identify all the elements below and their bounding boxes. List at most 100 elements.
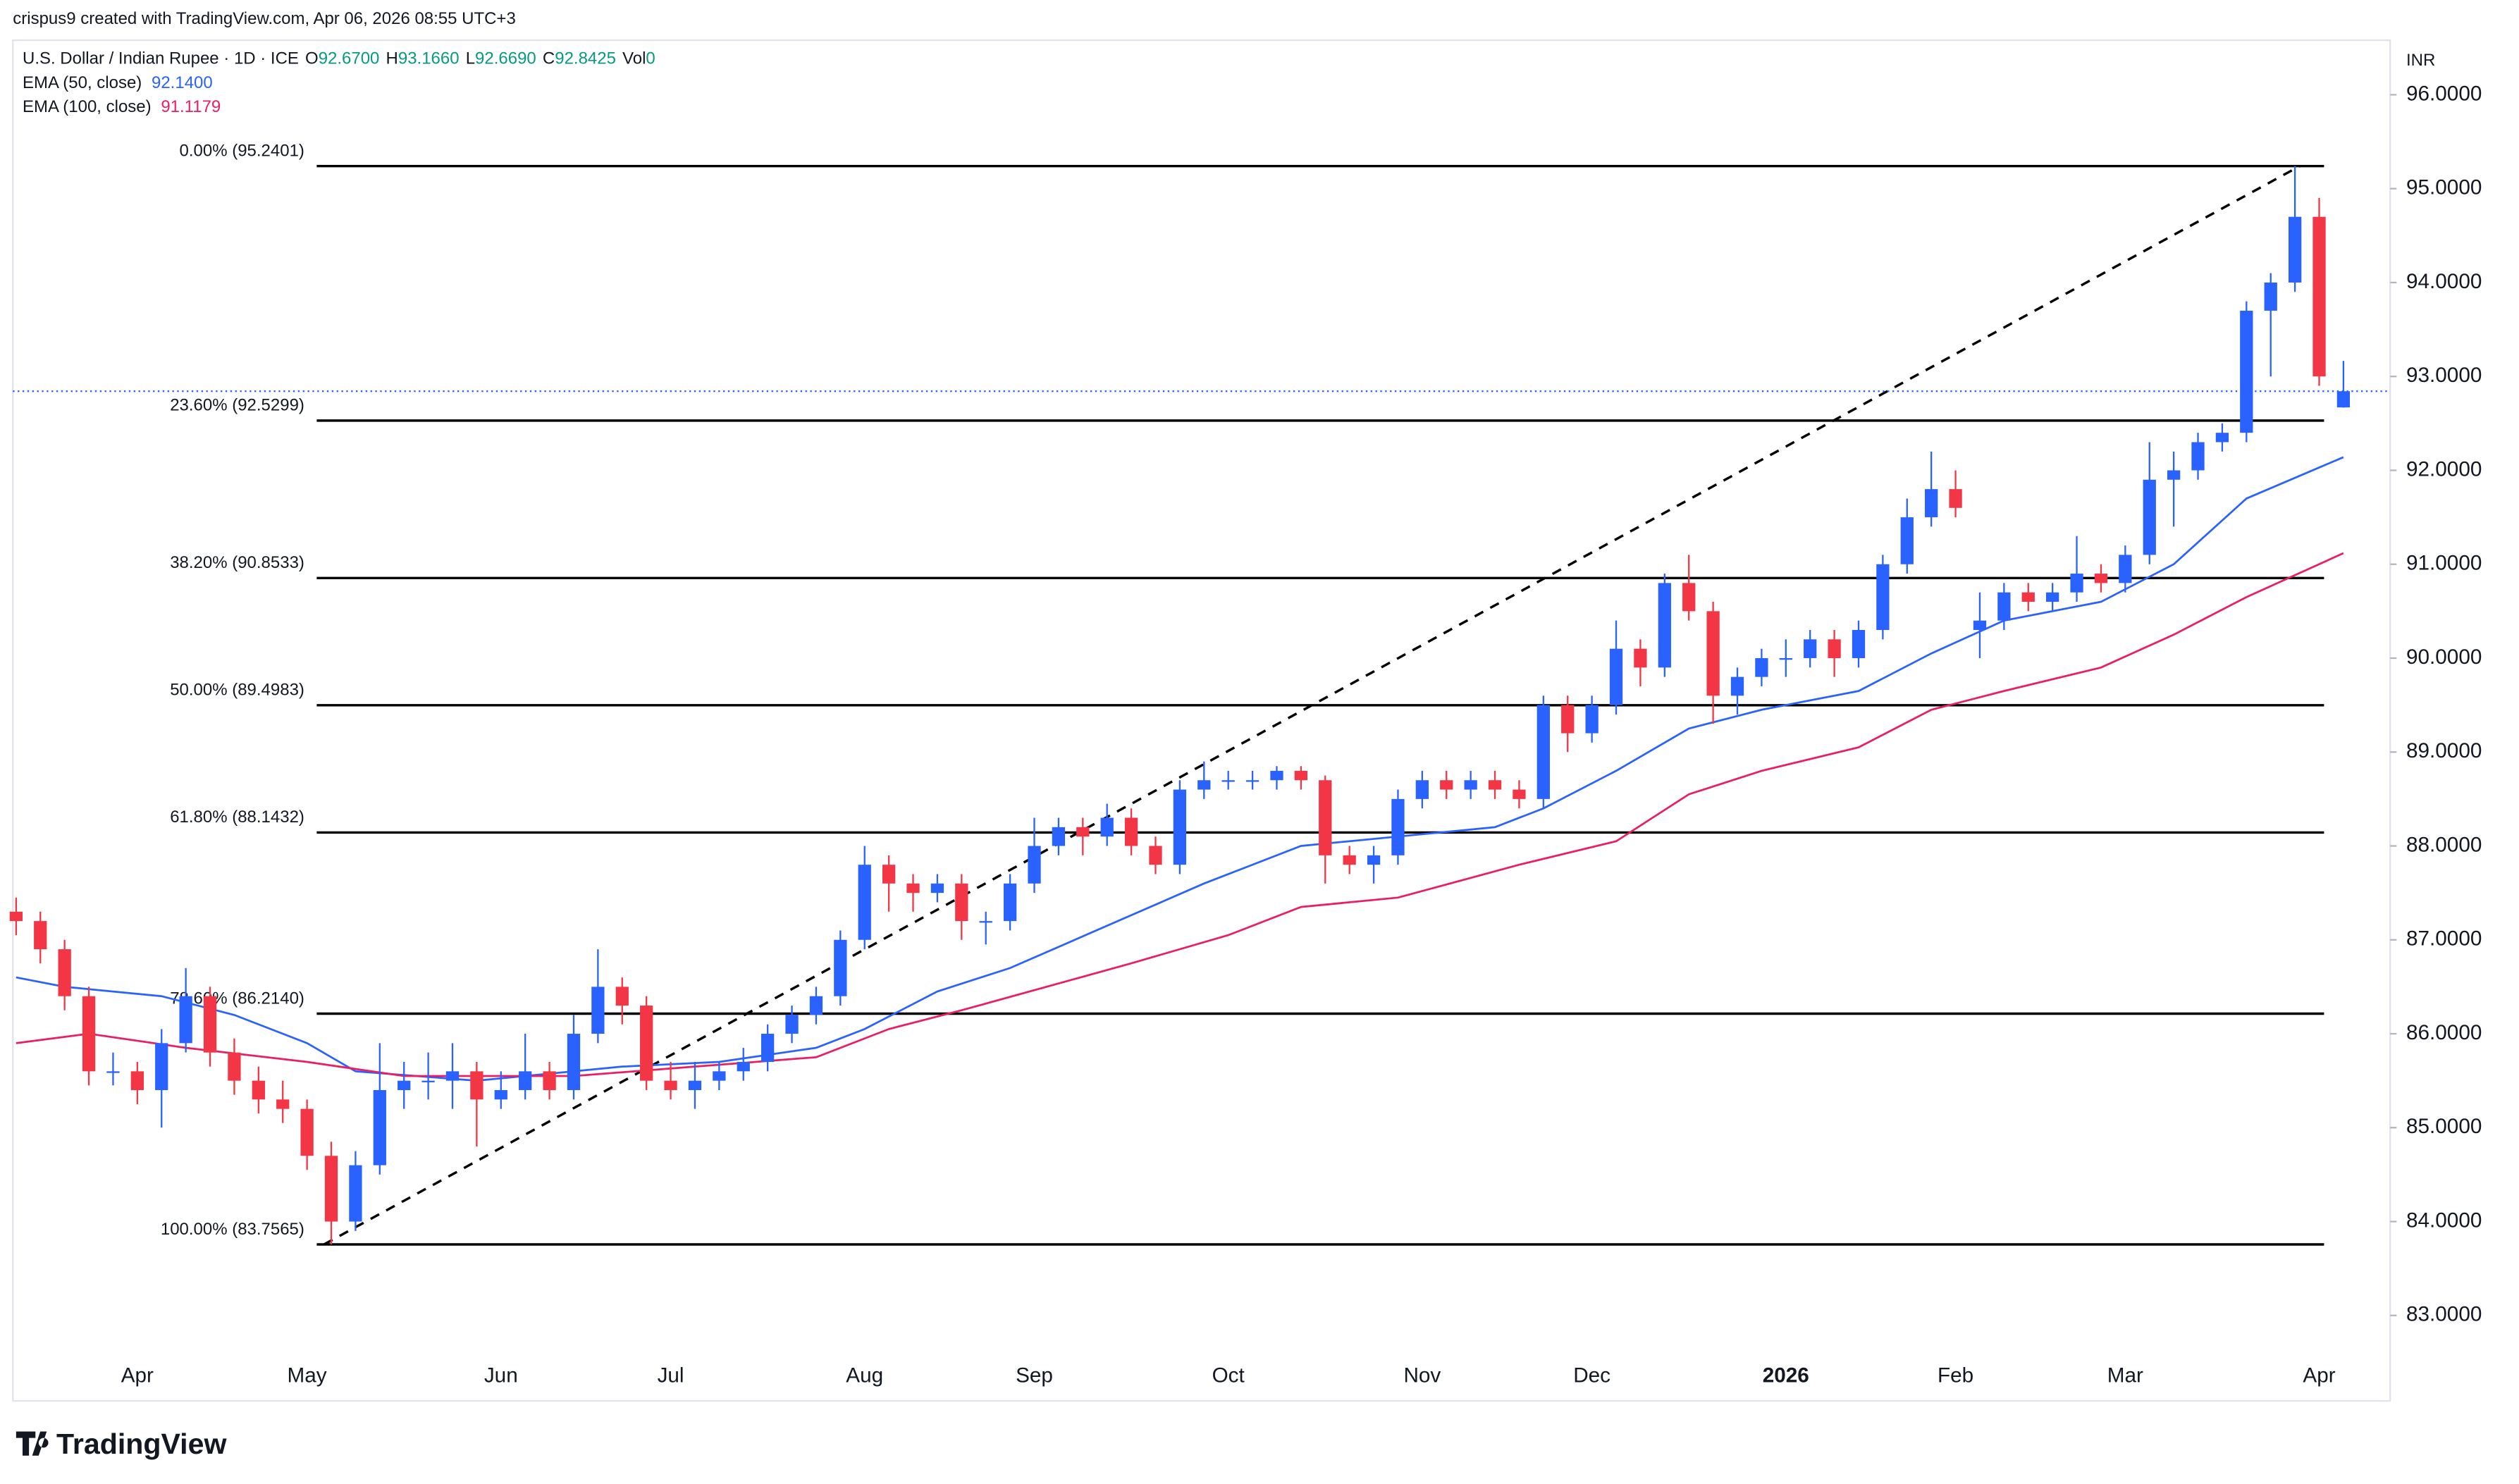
candle-body bbox=[324, 1156, 338, 1222]
candle-body bbox=[1367, 855, 1381, 865]
candle-body bbox=[1536, 705, 1550, 799]
candle-body bbox=[2070, 574, 2083, 593]
candle-body bbox=[1270, 770, 1283, 781]
candle-body bbox=[2046, 592, 2059, 602]
candle-body bbox=[1513, 789, 1526, 799]
ohlc-value: 93.1660 bbox=[398, 49, 460, 68]
candle-body bbox=[1804, 639, 1817, 658]
candle-body bbox=[2143, 479, 2156, 555]
y-tick-label: 91.0000 bbox=[2406, 552, 2482, 575]
candle-body bbox=[809, 996, 823, 1015]
legend-name: EMA (50, close) bbox=[23, 73, 142, 92]
y-tick-label: 85.0000 bbox=[2406, 1115, 2482, 1138]
y-tick-label: 83.0000 bbox=[2406, 1303, 2482, 1326]
candle-body bbox=[1682, 583, 1696, 612]
candle-body bbox=[1949, 489, 1962, 508]
candle-body bbox=[1828, 639, 1841, 658]
legend-value: 91.1179 bbox=[161, 97, 221, 116]
x-tick-label: 2026 bbox=[1763, 1364, 1809, 1387]
y-tick-label: 93.0000 bbox=[2406, 364, 2482, 387]
candle-body bbox=[688, 1080, 702, 1090]
x-tick-label: Sep bbox=[1016, 1364, 1053, 1387]
candle-body bbox=[1585, 705, 1599, 734]
candle-body bbox=[858, 865, 871, 940]
x-tick-label: Apr bbox=[2303, 1364, 2335, 1387]
y-tick-label: 84.0000 bbox=[2406, 1208, 2482, 1232]
y-tick-label: 94.0000 bbox=[2406, 270, 2482, 293]
y-tick-label: 92.0000 bbox=[2406, 457, 2482, 481]
y-tick-label: 88.0000 bbox=[2406, 833, 2482, 856]
y-tick-label: 87.0000 bbox=[2406, 927, 2482, 951]
candle-body bbox=[1488, 780, 1502, 790]
fib-level-label: 61.80% (88.1432) bbox=[170, 808, 304, 827]
candle-body bbox=[1100, 817, 1114, 837]
candle-body bbox=[300, 1108, 314, 1156]
candle-body bbox=[2119, 555, 2132, 583]
candle-body bbox=[979, 921, 992, 923]
candle-body bbox=[9, 911, 23, 922]
candle-body bbox=[1052, 827, 1066, 846]
legend-name: EMA (100, close) bbox=[23, 97, 152, 116]
candle-body bbox=[228, 1052, 241, 1081]
candle-body bbox=[155, 1043, 168, 1090]
candle-body bbox=[1197, 780, 1211, 790]
ohlc-value: 92.6690 bbox=[475, 49, 536, 68]
fib-level-label: 23.60% (92.5299) bbox=[170, 396, 304, 415]
candle-body bbox=[203, 996, 217, 1053]
candle-body bbox=[34, 921, 47, 950]
candle-body bbox=[1076, 827, 1090, 837]
candle-body bbox=[664, 1080, 677, 1090]
candle-body bbox=[1755, 657, 1768, 677]
candle-body bbox=[1925, 489, 1938, 518]
candle-body bbox=[373, 1089, 386, 1165]
candle-body bbox=[1440, 780, 1453, 790]
candle-body bbox=[519, 1071, 532, 1090]
candle-body bbox=[1973, 620, 1987, 631]
candle-body bbox=[349, 1165, 362, 1222]
y-tick-label: 90.0000 bbox=[2406, 645, 2482, 669]
candle-body bbox=[1149, 846, 1162, 865]
y-unit: INR bbox=[2406, 51, 2435, 70]
legend-symbol: U.S. Dollar / Indian Rupee · 1D · ICE O92… bbox=[23, 49, 655, 68]
candle-body bbox=[2021, 592, 2035, 602]
candle-body bbox=[640, 1006, 653, 1081]
ohlc-key: H bbox=[386, 49, 398, 68]
candle-body bbox=[1124, 817, 1138, 846]
y-tick-label: 95.0000 bbox=[2406, 176, 2482, 199]
fib-level-label: 0.00% (95.2401) bbox=[180, 141, 304, 160]
candle-body bbox=[470, 1071, 484, 1100]
candle-body bbox=[1003, 883, 1017, 922]
candle-body bbox=[1609, 648, 1623, 705]
candle-body bbox=[1852, 630, 1866, 658]
plot-area: 0.00% (95.2401) 23.60% (92.5299) 38.20% (9… bbox=[9, 141, 2391, 1246]
candle-body bbox=[543, 1071, 556, 1090]
candle-body bbox=[1730, 676, 1744, 696]
candle-body bbox=[882, 865, 896, 884]
brand-logo: TradingView bbox=[16, 1428, 227, 1460]
candle-body bbox=[276, 1099, 290, 1109]
candle-body bbox=[1245, 780, 1260, 782]
candle-body bbox=[1900, 517, 1914, 564]
legend-entry: EMA (50, close) 92.1400 bbox=[23, 73, 213, 92]
candle-body bbox=[2094, 574, 2108, 583]
x-tick-label: Oct bbox=[1212, 1364, 1245, 1387]
candle-body bbox=[930, 883, 944, 894]
y-tick-label: 96.0000 bbox=[2406, 82, 2482, 105]
candle-body bbox=[1997, 592, 2011, 621]
candle-body bbox=[2288, 216, 2302, 283]
candle-body bbox=[1779, 657, 1792, 660]
x-tick-label: Mar bbox=[2107, 1364, 2143, 1387]
x-tick-label: Apr bbox=[121, 1364, 154, 1387]
candle-body bbox=[82, 996, 96, 1072]
ohlc-key: L bbox=[466, 49, 475, 68]
ohlc-key: C bbox=[543, 49, 555, 68]
candle-body bbox=[1343, 855, 1356, 865]
ohlc-value: 92.6700 bbox=[319, 49, 380, 68]
candle-body bbox=[955, 883, 968, 922]
candle-body bbox=[494, 1089, 507, 1100]
x-tick-label: Jul bbox=[658, 1364, 684, 1387]
fib-level-label: 38.20% (90.8533) bbox=[170, 553, 304, 572]
ohlc-key: Vol bbox=[622, 49, 646, 68]
legend-entry: EMA (100, close) 91.1179 bbox=[23, 97, 221, 116]
candle-body bbox=[761, 1034, 775, 1063]
